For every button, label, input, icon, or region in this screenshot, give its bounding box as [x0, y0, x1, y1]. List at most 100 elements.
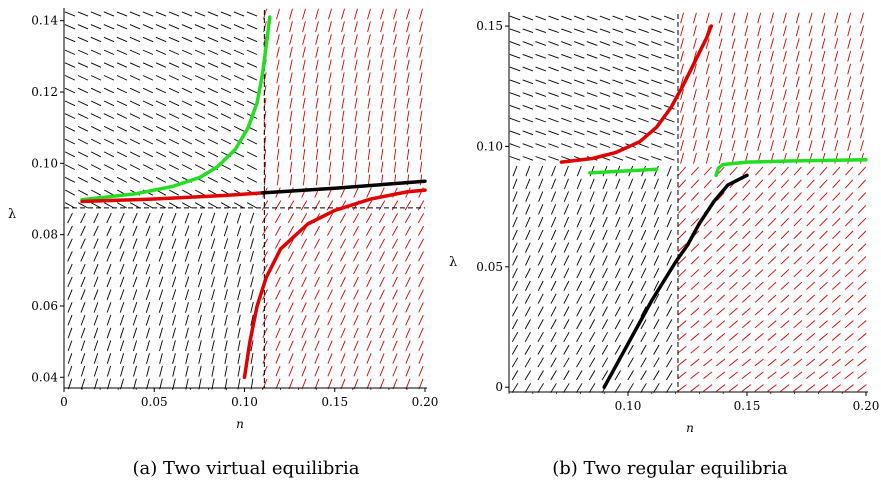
- field-arrow: [197, 238, 203, 250]
- field-arrow: [589, 331, 596, 343]
- field-arrow: [103, 113, 115, 119]
- field-arrow: [768, 166, 777, 176]
- field-arrow: [522, 28, 534, 34]
- field-arrow: [366, 365, 372, 377]
- field-arrow: [666, 191, 672, 202]
- field-arrow: [367, 46, 371, 58]
- field-arrow: [405, 315, 411, 326]
- field-arrow: [155, 75, 167, 81]
- field-arrow: [614, 306, 621, 317]
- field-arrow: [67, 213, 73, 224]
- field-arrow: [207, 100, 219, 107]
- field-arrow: [741, 320, 751, 329]
- field-arrow: [806, 371, 816, 379]
- field-arrow: [524, 383, 532, 393]
- field-arrow: [806, 230, 815, 240]
- field-arrow: [181, 75, 193, 81]
- field-arrow: [274, 213, 282, 224]
- field-arrow: [625, 15, 636, 21]
- field-arrow: [680, 114, 684, 126]
- field-arrow: [194, 202, 206, 209]
- field-arrow: [612, 130, 624, 136]
- x-tick-label: 0: [60, 395, 68, 409]
- field-arrow: [275, 315, 281, 326]
- field-arrow: [625, 28, 636, 34]
- field-arrow: [844, 205, 854, 214]
- field-arrow: [198, 289, 202, 301]
- field-arrow: [795, 76, 800, 88]
- field-arrow: [857, 333, 867, 341]
- field-arrow: [690, 294, 700, 303]
- field-arrow: [262, 378, 268, 390]
- field-arrow: [512, 191, 518, 202]
- field-arrow: [181, 189, 193, 196]
- field-arrow: [586, 28, 598, 34]
- field-arrow: [168, 151, 180, 158]
- field-arrow: [77, 11, 89, 17]
- field-arrow: [80, 251, 86, 262]
- field-arrow: [210, 263, 216, 275]
- field-arrow: [237, 289, 241, 301]
- field-arrow: [405, 302, 411, 313]
- field-arrow: [328, 136, 332, 148]
- field-arrow: [418, 264, 424, 275]
- field-arrow: [158, 225, 164, 237]
- field-arrow: [522, 130, 534, 136]
- field-arrow: [158, 238, 164, 249]
- field-arrow: [405, 365, 411, 377]
- field-arrow: [236, 212, 242, 224]
- field-arrow: [602, 204, 608, 215]
- field-arrow: [640, 268, 647, 279]
- field-arrow: [80, 314, 86, 326]
- field-arrow: [328, 161, 332, 173]
- field-arrow: [693, 101, 697, 113]
- field-arrow: [767, 243, 777, 252]
- x-tick-label: 0.20: [412, 395, 439, 409]
- field-arrow: [601, 357, 609, 368]
- field-arrow: [550, 293, 557, 304]
- field-arrow: [262, 264, 268, 275]
- field-arrow: [780, 320, 790, 329]
- field-arrow: [524, 293, 531, 304]
- field-arrow: [793, 179, 802, 189]
- field-arrow: [262, 225, 268, 236]
- field-arrow: [821, 25, 826, 37]
- field-arrow: [366, 251, 372, 262]
- field-arrow: [535, 117, 547, 123]
- field-arrow: [548, 66, 559, 72]
- field-arrow: [328, 123, 332, 135]
- field-arrow: [64, 24, 76, 30]
- field-arrow: [808, 63, 813, 75]
- field-arrow: [808, 12, 813, 24]
- field-arrow: [328, 148, 332, 160]
- field-arrow: [548, 41, 559, 46]
- field-arrow: [418, 327, 424, 339]
- field-arrow: [327, 353, 333, 364]
- field-arrow: [301, 340, 307, 351]
- series-line-a-3: [260, 179, 427, 195]
- field-arrow: [145, 314, 151, 326]
- field-arrow: [380, 72, 384, 84]
- field-arrow: [207, 36, 219, 43]
- field-arrow: [716, 345, 726, 354]
- field-arrow: [550, 268, 557, 279]
- field-arrow: [663, 156, 675, 161]
- field-arrow: [599, 143, 611, 148]
- axes-a: 0 0.05 0.10 0.15 0.200.040.060.080.100.120.1…: [31, 8, 438, 409]
- field-arrow: [550, 344, 557, 355]
- field-arrow: [365, 213, 373, 224]
- field-arrow: [142, 62, 154, 68]
- field-arrow: [793, 281, 803, 290]
- caption-b: (b) Two regular equilibria: [552, 458, 788, 479]
- field-arrow: [106, 289, 112, 300]
- field-arrow: [224, 289, 228, 301]
- field-arrow: [181, 202, 193, 209]
- field-arrow: [573, 130, 585, 136]
- field-arrow: [406, 123, 410, 135]
- field-arrow: [857, 256, 867, 265]
- field-arrow: [340, 378, 346, 390]
- field-arrow: [589, 293, 596, 304]
- field-arrow: [576, 357, 583, 368]
- field-arrow: [263, 8, 267, 20]
- field-arrow: [770, 127, 774, 139]
